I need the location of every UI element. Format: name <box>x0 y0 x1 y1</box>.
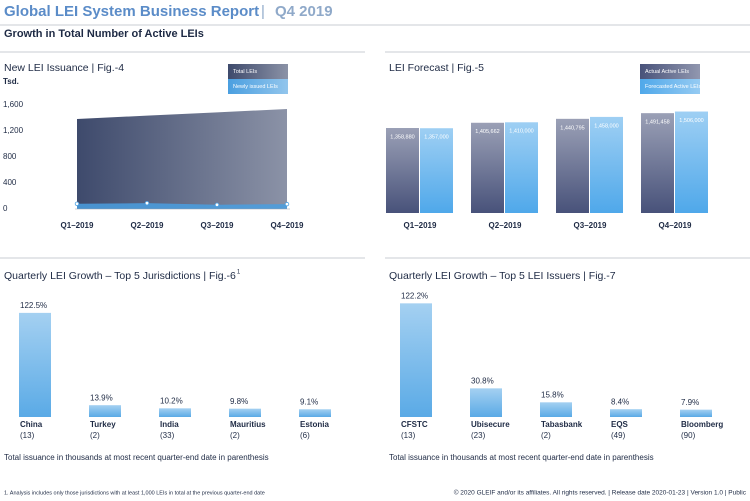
x-tick-label: Q2–2019 <box>489 221 522 230</box>
bar <box>420 128 453 213</box>
bar-value-label: 1,491,458 <box>645 120 669 126</box>
bar <box>556 118 589 213</box>
x-tick-label: China <box>20 420 43 429</box>
bar <box>675 111 708 213</box>
footnote: 1. Analysis includes only those jurisdic… <box>4 490 265 496</box>
area-band <box>77 203 287 209</box>
chart-title: New LEI Issuance | Fig.-4 <box>4 62 124 74</box>
y-tick-label: 400 <box>3 178 17 187</box>
x-tick-label: EQS <box>611 420 629 429</box>
title-note: 1 <box>237 270 241 276</box>
bar <box>641 113 674 213</box>
bar-value-label: 122.5% <box>20 301 47 310</box>
x-tick-label: Estonia <box>300 420 329 429</box>
x-tick-label: Turkey <box>90 420 116 429</box>
legend-swatch <box>640 64 700 79</box>
x-tick-label: Q3–2019 <box>201 221 234 230</box>
legend-swatch <box>228 64 288 79</box>
page-title: Global LEI System Business Report <box>4 3 259 20</box>
area <box>77 109 287 209</box>
bar <box>159 408 191 417</box>
bar <box>680 409 712 417</box>
bar-value-label: 9.1% <box>300 397 318 406</box>
bar-value-label: 1,458,000 <box>594 123 618 129</box>
chart-caption: Total issuance in thousands at most rece… <box>4 453 269 462</box>
page-period: Q4 2019 <box>275 3 333 20</box>
x-tick-label: Mauritius <box>230 420 266 429</box>
legend-swatch <box>640 79 700 94</box>
y-tick-label: 800 <box>3 152 17 161</box>
category-note: (2) <box>541 431 551 440</box>
x-tick-label: Q4–2019 <box>659 221 692 230</box>
x-tick-label: Q1–2019 <box>404 221 437 230</box>
point-marker <box>214 202 220 207</box>
x-tick-label: Q4–2019 <box>271 221 304 230</box>
bar-value-label: 1,357,000 <box>424 135 448 141</box>
y-tick-label: 0 <box>3 204 8 213</box>
bar-value-label: 1,405,662 <box>475 129 499 135</box>
category-note: (2) <box>230 431 240 440</box>
x-tick-label: Q2–2019 <box>131 221 164 230</box>
bar-value-label: 1,358,880 <box>390 134 414 140</box>
x-tick-label: Q3–2019 <box>574 221 607 230</box>
y-tick-label: 1,200 <box>3 126 24 135</box>
category-note: (49) <box>611 431 626 440</box>
x-tick-label: Tabasbank <box>541 420 583 429</box>
category-note: (33) <box>160 431 175 440</box>
category-note: (23) <box>471 431 486 440</box>
x-tick-label: India <box>160 420 179 429</box>
category-note: (2) <box>90 431 100 440</box>
y-tick-label: 1,600 <box>3 100 24 109</box>
bar-value-label: 10.2% <box>160 396 183 405</box>
point-marker <box>284 201 290 207</box>
category-note: (90) <box>681 431 696 440</box>
bar <box>386 128 419 213</box>
point-marker <box>74 201 80 206</box>
bar-value-label: 30.8% <box>471 376 494 385</box>
bar-value-label: 15.8% <box>541 390 564 399</box>
legend-label: Total LEIs <box>233 69 257 75</box>
bar <box>470 388 502 417</box>
x-tick-label: Bloomberg <box>681 420 723 429</box>
chart-caption: Total issuance in thousands at most rece… <box>389 453 654 462</box>
section-title: Growth in Total Number of Active LEIs <box>4 28 204 40</box>
category-note: (13) <box>20 431 35 440</box>
legend-label: Newly issued LEIs <box>233 84 278 90</box>
legend-label: Actual Active LEIs <box>645 69 689 75</box>
bar <box>229 408 261 417</box>
y-axis-unit: Tsd. <box>3 77 19 86</box>
bar <box>505 122 538 213</box>
bar-value-label: 122.2% <box>401 291 428 300</box>
bar-value-label: 7.9% <box>681 398 699 407</box>
legend-label: Forecasted Active LEIs <box>645 84 701 90</box>
title-divider: | <box>261 3 265 20</box>
point-marker <box>144 200 150 206</box>
bar-value-label: 1,440,795 <box>560 125 584 131</box>
category-note: (6) <box>300 431 310 440</box>
bar-value-label: 1,506,000 <box>679 118 703 124</box>
chart-title: Quarterly LEI Growth – Top 5 Jurisdictio… <box>4 270 236 282</box>
x-tick-label: CFSTC <box>401 420 428 429</box>
chart-title: LEI Forecast | Fig.-5 <box>389 62 484 74</box>
bar-value-label: 9.8% <box>230 397 248 406</box>
bar-value-label: 1,410,000 <box>509 129 533 135</box>
bar <box>299 409 331 417</box>
bar <box>19 312 51 417</box>
bar <box>540 402 572 417</box>
bar <box>400 303 432 417</box>
bar <box>471 122 504 213</box>
chart-title: Quarterly LEI Growth – Top 5 LEI Issuers… <box>389 270 616 282</box>
bar <box>590 116 623 213</box>
bar <box>610 409 642 417</box>
copyright: © 2020 GLEIF and/or its affiliates. All … <box>454 489 747 497</box>
x-tick-label: Ubisecure <box>471 420 510 429</box>
x-tick-label: Q1–2019 <box>61 221 94 230</box>
category-note: (13) <box>401 431 416 440</box>
bar-value-label: 13.9% <box>90 393 113 402</box>
bar <box>89 405 121 417</box>
bar-value-label: 8.4% <box>611 397 629 406</box>
legend-swatch <box>228 79 288 94</box>
